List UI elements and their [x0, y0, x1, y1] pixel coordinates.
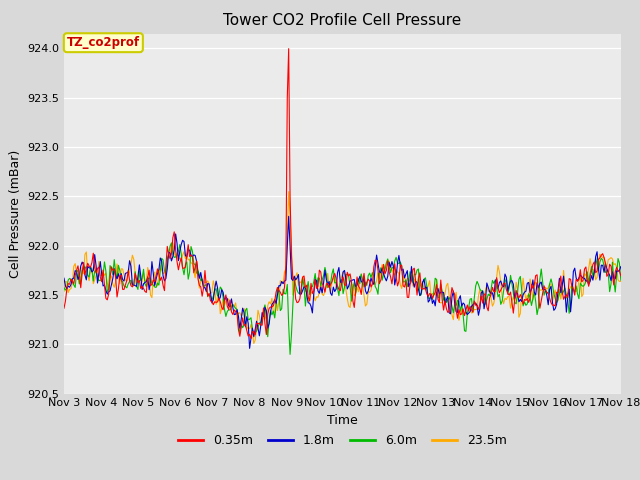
X-axis label: Time: Time	[327, 414, 358, 427]
Y-axis label: Cell Pressure (mBar): Cell Pressure (mBar)	[8, 149, 22, 278]
Legend: 0.35m, 1.8m, 6.0m, 23.5m: 0.35m, 1.8m, 6.0m, 23.5m	[173, 429, 512, 452]
Title: Tower CO2 Profile Cell Pressure: Tower CO2 Profile Cell Pressure	[223, 13, 461, 28]
Text: TZ_co2prof: TZ_co2prof	[67, 36, 140, 49]
